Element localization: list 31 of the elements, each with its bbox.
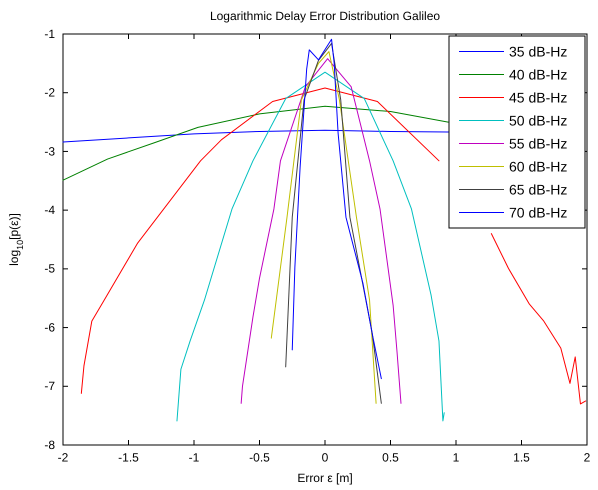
y-tick-label: -8 [44, 438, 56, 452]
legend-label: 70 dB-Hz [509, 204, 568, 220]
legend-label: 35 dB-Hz [509, 44, 568, 60]
x-tick-label: -2 [58, 450, 69, 465]
x-tick-label: 2 [584, 450, 591, 465]
y-tick-label: -7 [44, 379, 56, 394]
line-series [62, 106, 449, 181]
legend-label: 50 dB-Hz [509, 112, 568, 128]
line-series [176, 72, 445, 422]
x-axis-title: Error ε [m] [297, 471, 353, 485]
x-tick-label: 0 [322, 450, 329, 465]
line-series [240, 58, 402, 404]
y-tick-label: -5 [44, 262, 56, 276]
legend-label: 55 dB-Hz [509, 136, 568, 152]
y-tick-label: -3 [44, 144, 56, 158]
legend-label: 45 dB-Hz [509, 90, 568, 106]
y-tick-label: -2 [44, 86, 56, 100]
legend-label: 65 dB-Hz [509, 182, 568, 198]
x-tick-label: -0.5 [249, 450, 270, 465]
y-tick-label: -1 [44, 26, 56, 41]
chart-title: Logarithmic Delay Error Distribution Galileo [210, 9, 440, 23]
y-tick-label: -4 [44, 202, 56, 217]
x-tick-label: 1.5 [513, 450, 530, 465]
legend-label: 60 dB-Hz [509, 158, 568, 174]
y-tick-label: -6 [44, 320, 56, 334]
x-tick-label: 1 [452, 450, 460, 465]
line-series [270, 51, 377, 404]
legend-label: 40 dB-Hz [509, 66, 568, 82]
x-tick-label: 0.5 [382, 450, 400, 465]
x-tick-label: -1 [188, 450, 200, 465]
x-tick-label: -1.5 [118, 450, 140, 465]
